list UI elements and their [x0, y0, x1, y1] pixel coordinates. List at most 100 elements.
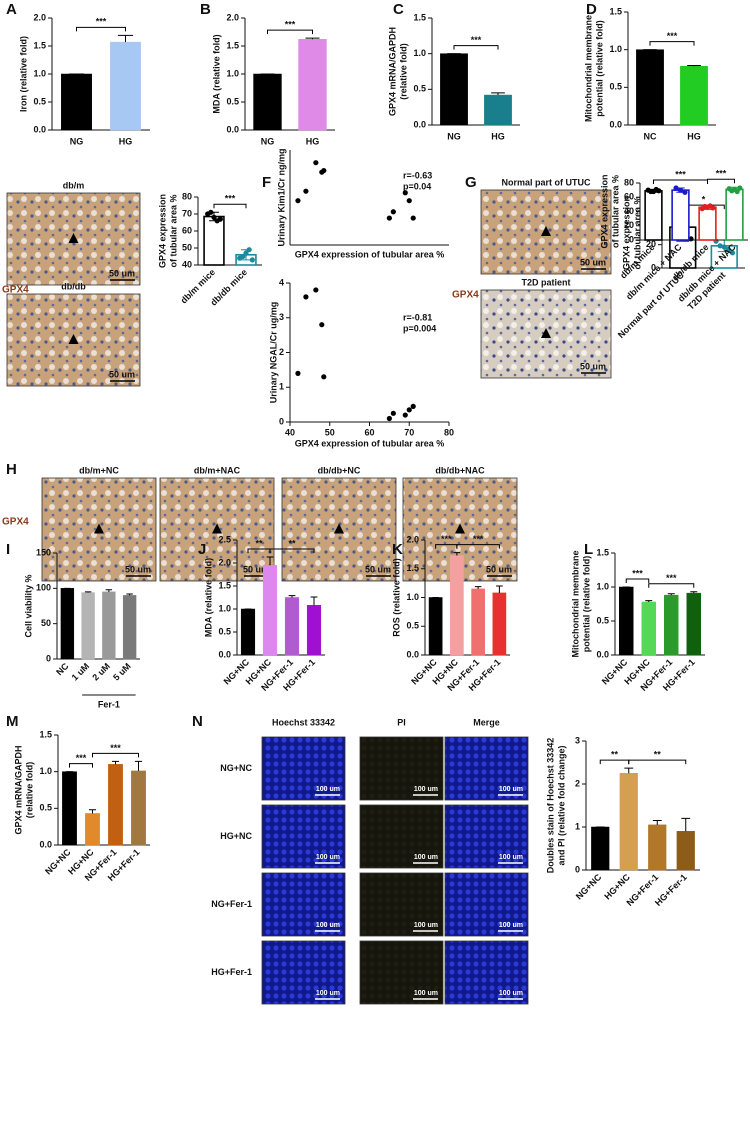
data-point — [243, 250, 249, 256]
y-tick-label: 1.5 — [33, 40, 46, 50]
y-tick-label: 50 — [41, 618, 51, 628]
x-tick-label: NG — [447, 131, 461, 141]
data-point — [406, 198, 412, 204]
y-tick-label: 150 — [36, 547, 51, 557]
annotation: p=0.04 — [403, 181, 431, 191]
bar — [450, 555, 464, 656]
data-point — [402, 190, 408, 196]
column-label: PI — [397, 717, 406, 727]
data-point — [390, 410, 396, 416]
scale-label: 50 um — [580, 361, 606, 371]
x-axis-label: GPX4 expression of tubular area % — [295, 249, 445, 259]
row-label: NG+NC — [220, 763, 252, 773]
data-point — [729, 250, 736, 256]
bar — [484, 94, 512, 126]
error-bar — [687, 64, 701, 67]
significance-bracket — [269, 548, 315, 554]
y-tick-label: 0.0 — [226, 124, 239, 134]
data-point — [246, 247, 252, 253]
scale-label: 100 um — [414, 922, 438, 929]
data-point — [295, 198, 301, 204]
significance-label: *** — [675, 169, 686, 179]
error-bar — [84, 591, 92, 593]
image-label: db/db+NC — [318, 465, 361, 475]
y-tick-label: 1.5 — [218, 580, 231, 590]
bar — [680, 65, 708, 126]
scale-label: 50 um — [365, 564, 391, 574]
bar — [131, 770, 146, 846]
y-axis-label: Doubles stain of Hoechst 33342 — [545, 738, 555, 874]
data-point — [303, 188, 309, 194]
data-point — [303, 294, 309, 300]
y-axis-label: Iron (relative fold) — [18, 36, 28, 112]
x-tick-label: 70 — [404, 427, 414, 437]
annotation: p=0.004 — [403, 323, 436, 333]
data-point — [321, 374, 327, 380]
error-bar — [134, 760, 143, 771]
y-tick-label: 0.0 — [406, 649, 419, 659]
bar — [262, 565, 278, 656]
scale-label: 100 um — [499, 786, 523, 793]
data-point — [295, 370, 301, 376]
bar — [664, 594, 679, 656]
image-label: T2D patient — [521, 277, 570, 287]
significance-bracket — [628, 759, 687, 765]
data-point — [249, 257, 255, 263]
significance-label: *** — [716, 169, 727, 179]
y-tick-label: 3 — [279, 312, 284, 322]
bar — [698, 206, 717, 241]
x-tick-label: NC — [644, 131, 657, 141]
y-axis-label: and PI (relative fold change) — [556, 745, 566, 865]
error-bar — [667, 593, 675, 596]
error-bar — [681, 817, 691, 832]
significance-label: * — [702, 195, 706, 205]
y-tick-label: 0.5 — [33, 96, 46, 106]
y-tick-label: 50 — [182, 242, 192, 252]
data-point — [390, 209, 396, 215]
significance-label: ** — [288, 538, 296, 548]
y-axis-label: ROS (relative fold) — [391, 558, 401, 637]
bar — [676, 831, 695, 871]
arrowhead — [334, 523, 344, 534]
y-tick-label: 1.5 — [39, 729, 52, 739]
bar — [644, 190, 663, 241]
y-tick-label: 2.0 — [226, 12, 239, 22]
y-tick-label: 1.0 — [413, 48, 426, 58]
bar — [591, 826, 610, 871]
y-tick-label: 2.0 — [406, 534, 419, 544]
error-bar — [690, 591, 698, 594]
y-tick-label: 1.0 — [226, 68, 239, 78]
panel-letter: F — [262, 174, 271, 191]
y-tick-label: 1 — [575, 821, 580, 831]
data-point — [321, 167, 327, 174]
data-point — [717, 243, 723, 249]
micrograph — [359, 736, 444, 801]
x-tick-label: NG — [70, 136, 84, 146]
y-axis-label: MDA (relative fold) — [203, 558, 213, 637]
error-bar — [266, 556, 274, 566]
stain-label: GPX4 — [452, 290, 479, 301]
y-axis-label: GPX4 expression — [621, 196, 631, 270]
error-bar — [288, 595, 296, 598]
row-label: HG+NC — [220, 831, 252, 841]
bar — [298, 39, 327, 131]
y-tick-label: 2.5 — [218, 534, 231, 544]
y-axis-label: (relative fold) — [24, 762, 34, 819]
y-tick-label: 0.5 — [39, 803, 52, 813]
error-bar — [126, 593, 133, 596]
column-label: Merge — [473, 717, 500, 727]
image-label: db/m+NC — [79, 465, 119, 475]
y-tick-label: 1.0 — [406, 592, 419, 602]
bar — [284, 597, 300, 656]
significance-label: *** — [473, 534, 484, 544]
y-tick-label: 60 — [624, 192, 634, 202]
stain-label: GPX4 — [2, 517, 29, 528]
scale-label: 100 um — [316, 922, 340, 929]
y-tick-label: 4 — [279, 277, 284, 287]
bar — [122, 595, 137, 660]
data-point — [402, 412, 408, 418]
bar — [240, 608, 256, 656]
y-tick-label: 60 — [182, 225, 192, 235]
bar — [440, 53, 468, 126]
